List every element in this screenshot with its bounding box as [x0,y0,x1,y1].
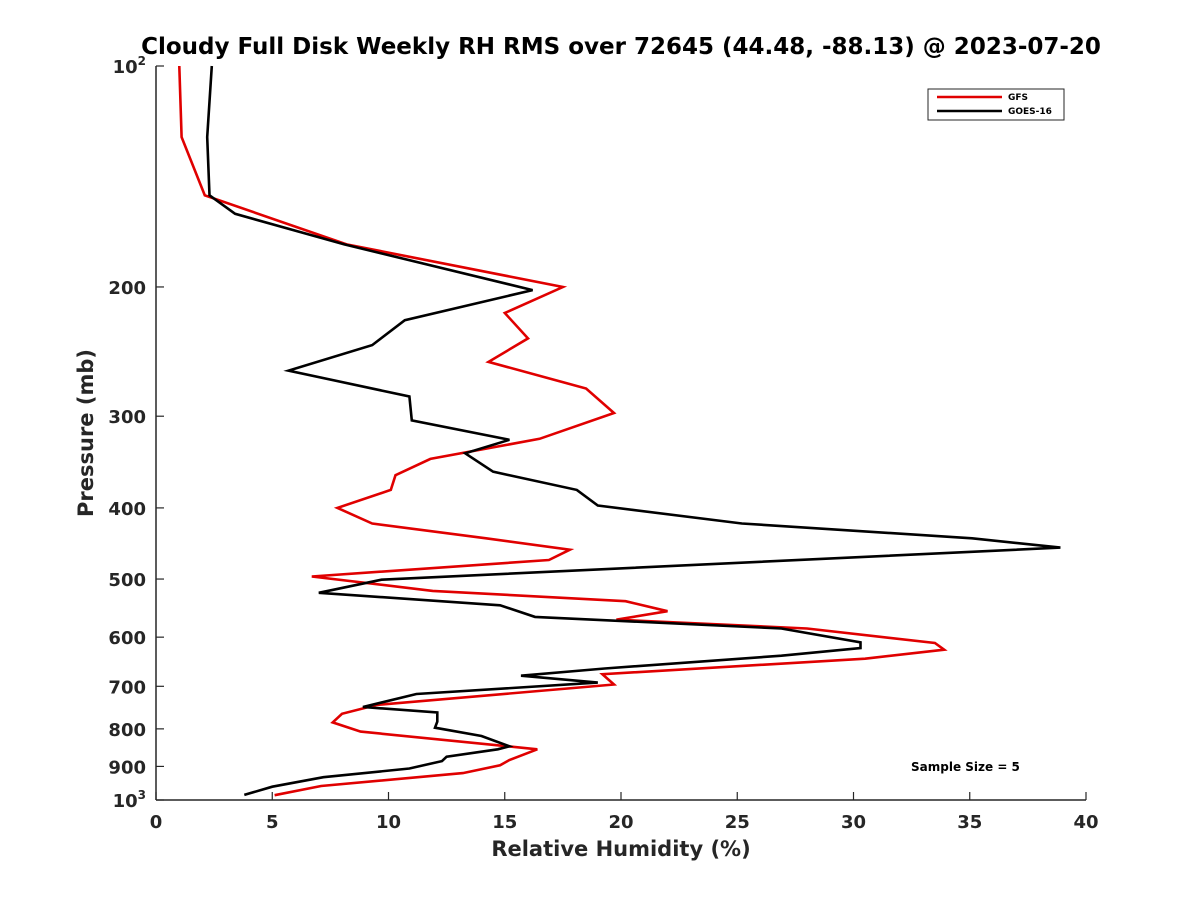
y-tick-label: 103 [113,788,146,812]
x-axis-label: Relative Humidity (%) [491,837,750,861]
x-tick-label: 5 [266,812,279,833]
legend-label-goes-16: GOES-16 [1008,107,1052,117]
y-axis-label: Pressure (mb) [74,349,98,517]
x-tick-label: 20 [608,812,633,833]
y-tick-label: 102 [113,54,146,78]
x-tick-label: 40 [1073,812,1098,833]
x-tick-label: 35 [957,812,982,833]
y-tick-label: 500 [108,570,146,591]
sample-size-annotation: Sample Size = 5 [911,760,1020,774]
x-axis-ticks: 0 5 10 15 20 25 30 35 40 [150,792,1099,833]
y-tick-label: 900 [108,757,146,778]
x-tick-label: 30 [841,812,866,833]
y-tick-label: 700 [108,677,146,698]
legend-box [927,88,1065,121]
chart-title: Cloudy Full Disk Weekly RH RMS over 7264… [141,34,1101,60]
y-tick-label: 400 [108,499,146,520]
y-tick-label: 800 [108,720,146,741]
x-tick-label: 15 [492,812,517,833]
y-axis-ticks: 102 200 300 400 500 600 700 800 900 103 [108,54,164,812]
y-tick-label: 200 [108,278,146,299]
x-tick-label: 10 [376,812,401,833]
y-tick-label: 600 [108,628,146,649]
series-line-goes-16 [205,65,1061,797]
series-line-gfs [178,65,948,797]
x-tick-label: 25 [725,812,750,833]
legend: GFS GOES-16 [927,88,1065,121]
series-layer [178,65,1061,797]
y-tick-label: 300 [108,407,146,428]
legend-label-gfs: GFS [1008,93,1028,103]
x-tick-label: 0 [150,812,163,833]
